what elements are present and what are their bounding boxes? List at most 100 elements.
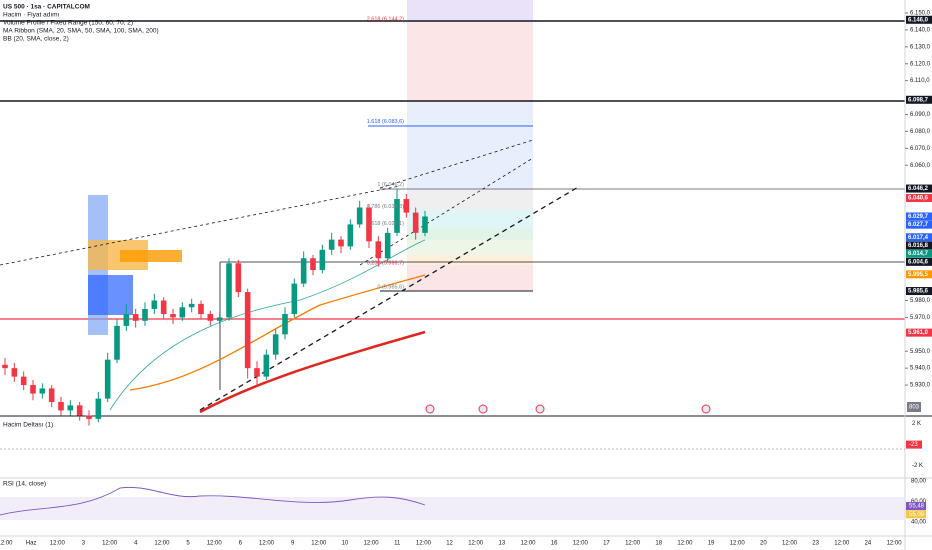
fib-label: 0 (5.985,6)	[377, 284, 404, 290]
x-tick-label: 12:00	[154, 541, 170, 547]
price-label: 6.004,6	[908, 259, 929, 265]
x-tick-label: 12:00	[625, 541, 641, 547]
candle-body	[123, 314, 130, 326]
trend-line	[359, 157, 534, 266]
x-tick-label: 12:00	[102, 541, 118, 547]
candle-body	[254, 368, 260, 377]
volume-badge	[907, 402, 921, 412]
profile-bars	[88, 275, 133, 315]
x-tick-label: 6	[239, 541, 243, 547]
x-tick-label: 17	[603, 541, 610, 547]
fib-zone	[407, 255, 533, 265]
fib-zone	[407, 190, 533, 210]
candle-body	[319, 249, 326, 271]
candle-body	[338, 239, 344, 247]
candle-body	[151, 300, 158, 309]
fib-zone	[407, 265, 533, 291]
y-tick-label: 2 K	[912, 421, 921, 427]
candle-body	[170, 314, 176, 318]
x-tick-label: 19	[708, 541, 715, 547]
volume-profile	[88, 195, 182, 335]
symbol-title: US 500 · 1sa · CAPITALCOM	[3, 4, 90, 11]
x-tick-label: 12:00	[782, 541, 798, 547]
price-label: 6.016,8	[908, 243, 929, 249]
fib-zone	[407, 210, 533, 228]
pane-title: RSI (14, close)	[3, 481, 46, 488]
flag[interactable]	[701, 404, 711, 414]
x-tick-label: 23	[812, 541, 819, 547]
fib-zone	[407, 102, 533, 190]
x-tick-label: 5	[186, 541, 190, 547]
price-label: 5.961,0	[908, 330, 929, 336]
price-badge	[906, 15, 932, 24]
candle-body	[263, 354, 270, 377]
candle-body	[114, 325, 120, 360]
price-label: 6.029,7	[908, 214, 929, 220]
x-tick-label: 12:00	[0, 541, 13, 547]
candle-body	[235, 263, 242, 293]
last-label: 55,48	[909, 504, 925, 510]
price-badge	[906, 328, 932, 337]
price-badge	[906, 249, 932, 258]
candle-body	[188, 303, 195, 308]
last-badge	[906, 440, 922, 449]
candle-body	[11, 368, 18, 377]
x-tick-label: 3	[82, 541, 86, 547]
price-label: 5.985,6	[908, 289, 929, 295]
fib-label: 0.236 (5.999,7)	[367, 261, 404, 267]
y-tick-label: 6.060,0	[910, 163, 931, 169]
x-tick-label: 18	[655, 541, 662, 547]
ma-200	[199, 330, 426, 414]
indicator-label: Hacim · Fiyat adımı	[3, 12, 60, 19]
candle-body	[76, 405, 83, 416]
last-badge	[906, 502, 926, 511]
price-badge	[906, 257, 932, 266]
trend-line	[0, 185, 401, 266]
candle-body	[366, 207, 372, 242]
candle-body	[67, 405, 74, 411]
price-label: 6.014,7	[908, 251, 929, 257]
price-label: 6.017,4	[908, 235, 929, 241]
price-badge	[906, 194, 932, 203]
x-tick-label: 11	[394, 541, 401, 547]
candle-body	[2, 364, 8, 369]
event-flags	[425, 404, 711, 414]
flag[interactable]	[478, 404, 488, 414]
price-badge	[906, 212, 932, 221]
x-tick-label: 12:00	[468, 541, 484, 547]
x-tick-label: 12:00	[364, 541, 380, 547]
price-label: 6.046,2	[908, 186, 929, 192]
y-tick-label: 6.080,0	[910, 129, 931, 135]
ma-100	[129, 274, 426, 391]
last-label: -23	[909, 442, 918, 448]
x-tick-label: 12:00	[311, 541, 327, 547]
price-label: 6.098,7	[908, 97, 929, 103]
x-tick-label: 12:00	[730, 541, 746, 547]
y-tick-label: 80,00	[911, 479, 927, 485]
x-tick-label: 24	[865, 541, 872, 547]
rsi-band	[0, 497, 905, 520]
price-badge	[906, 287, 932, 296]
y-tick-label: 6.150,0	[910, 11, 931, 17]
fib-zones	[407, 0, 533, 291]
indicator-label: BB (20, SMA, close, 2)	[3, 36, 69, 43]
x-tick-label: 13	[499, 541, 506, 547]
x-tick-label: 10	[342, 541, 349, 547]
pane-title: Hacim Deltası (1)	[3, 422, 53, 429]
flag[interactable]	[425, 404, 435, 414]
fib-zone	[407, 228, 533, 240]
last-badge	[906, 510, 926, 519]
x-tick-label: Haz	[26, 541, 37, 547]
x-tick-label: 12:00	[416, 541, 432, 547]
candle-body	[207, 314, 214, 321]
x-tick-label: 12:00	[259, 541, 275, 547]
x-tick-label: 16	[551, 541, 558, 547]
candle-body	[403, 199, 410, 213]
x-tick-label: 9	[291, 541, 295, 547]
candle-body	[375, 241, 382, 259]
flag[interactable]	[535, 404, 545, 414]
candle-body	[328, 239, 335, 250]
candle-body	[310, 258, 316, 271]
candle-body	[95, 398, 102, 419]
